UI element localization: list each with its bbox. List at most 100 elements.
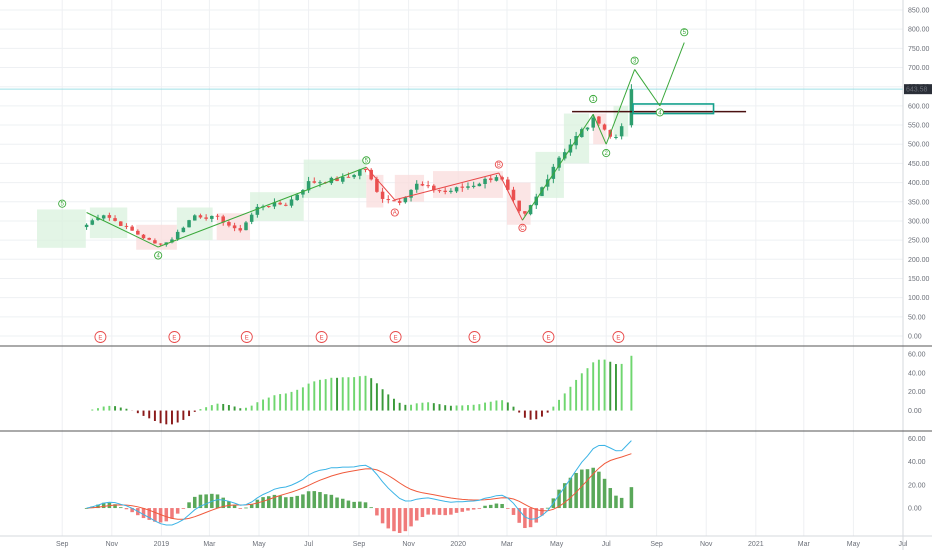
earnings-marker[interactable]: E — [240, 331, 253, 343]
candle-body — [244, 222, 248, 231]
macd-histogram-bar — [597, 471, 601, 509]
macd-histogram-bar — [284, 497, 288, 509]
wave-line — [365, 166, 396, 201]
candle-body — [602, 124, 607, 130]
candle-body — [358, 169, 362, 176]
candlestick-pane[interactable] — [0, 84, 903, 247]
macd-histogram-bar — [414, 508, 419, 521]
wave-label-5: 5 — [680, 28, 689, 37]
candle-body — [130, 226, 134, 231]
candle — [249, 212, 254, 225]
wave-label-text: 3 — [633, 59, 637, 65]
candle — [380, 187, 385, 203]
macd-histogram-bar — [517, 508, 521, 523]
macd-pane[interactable] — [84, 440, 634, 533]
earnings-letter: E — [98, 336, 102, 342]
wave-zone — [37, 209, 86, 248]
candle-body — [409, 189, 413, 198]
candle-body — [488, 178, 493, 181]
candle — [454, 186, 459, 194]
candle — [221, 214, 225, 226]
earnings-marker[interactable]: E — [468, 331, 481, 343]
candle — [358, 168, 362, 180]
wave-line — [592, 114, 607, 145]
candle-body — [494, 177, 499, 181]
macd-histogram-bar — [221, 497, 225, 509]
wave-label-circle — [680, 28, 689, 37]
candle-body — [619, 126, 624, 137]
wave-label-4: 4 — [655, 108, 664, 117]
candle-body — [335, 177, 339, 182]
oscillator-tick-label: 40.00 — [908, 370, 926, 377]
candle-body — [118, 221, 123, 226]
candle-body — [528, 205, 533, 215]
candle — [232, 222, 237, 232]
macd-line — [86, 440, 632, 526]
candle — [238, 224, 243, 233]
macd-histogram-bar — [289, 496, 294, 509]
earnings-marker[interactable]: E — [168, 331, 181, 343]
last-price-label: 643.58 — [906, 87, 928, 94]
candle — [420, 181, 425, 187]
wave-line — [394, 172, 499, 201]
candle-body — [500, 177, 504, 180]
macd-histogram-bar — [204, 494, 208, 509]
candle — [392, 199, 396, 202]
wave-line — [605, 69, 636, 145]
macd-histogram-bar — [528, 508, 533, 528]
candle — [124, 223, 129, 229]
candle-body — [210, 215, 214, 219]
earnings-marker[interactable]: E — [389, 331, 402, 343]
candle-body — [511, 189, 516, 201]
candle — [301, 189, 305, 198]
macd-histogram-bar — [483, 505, 487, 509]
candle-body — [380, 191, 385, 199]
wave-zone — [394, 174, 425, 202]
candle-body — [585, 127, 590, 130]
candle — [130, 224, 134, 231]
earnings-marker[interactable]: E — [612, 331, 625, 343]
time-tick-label: Jul — [304, 541, 313, 548]
macd-histogram-bar — [323, 494, 328, 509]
earnings-marker[interactable]: E — [315, 331, 328, 343]
macd-histogram-bar — [591, 467, 595, 509]
candle — [511, 186, 516, 203]
earnings-marker[interactable]: E — [94, 331, 107, 343]
macd-histogram-bar — [306, 491, 311, 509]
macd-histogram-bar — [295, 495, 299, 509]
macd-histogram-bar — [488, 504, 493, 509]
candle — [158, 243, 163, 246]
candle-body — [318, 182, 322, 184]
candle-body — [437, 190, 442, 192]
earnings-marker[interactable]: E — [542, 331, 555, 343]
wave-label-text: B — [497, 163, 501, 169]
time-axis: Sep Nov 2019 Mar May Jul Sep Nov 2020 Mar May Jul Se… — [0, 535, 932, 548]
wave-label-circle — [630, 56, 639, 65]
time-tick-label: 2019 — [154, 541, 170, 548]
candle-body — [629, 89, 634, 126]
macd-histogram-bar — [170, 508, 174, 519]
wave-zone — [250, 192, 304, 221]
candle-body — [192, 215, 197, 221]
macd-histogram-bar — [113, 504, 117, 509]
candle-body — [170, 239, 174, 243]
macd-histogram-bar — [608, 488, 613, 509]
candle-body — [232, 225, 237, 229]
candle-body — [597, 116, 601, 124]
candle — [118, 221, 123, 227]
time-tick-label: Mar — [798, 541, 811, 548]
macd-histogram-bar — [84, 508, 89, 509]
wave-label-5: 5 — [362, 156, 371, 165]
candle-body — [414, 183, 419, 190]
candle-body — [562, 152, 567, 159]
macd-histogram-bar — [278, 495, 282, 509]
candle-body — [466, 186, 470, 188]
candle — [369, 168, 373, 181]
candle — [210, 215, 214, 223]
candle — [494, 174, 499, 182]
oscillator-pane[interactable] — [87, 355, 633, 425]
macd-histogram-bar — [375, 508, 379, 516]
